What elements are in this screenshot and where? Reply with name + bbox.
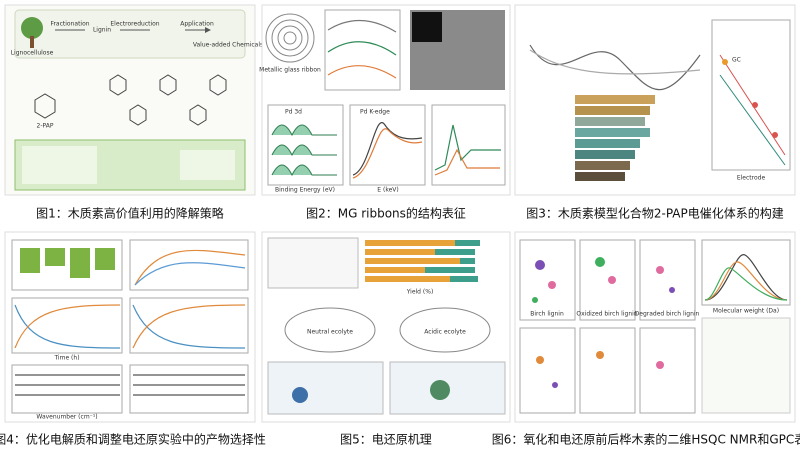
axes <box>11 297 123 354</box>
label: Yield (%) <box>406 289 434 296</box>
label: Degraded birch lignin <box>635 311 700 318</box>
label: E (keV) <box>377 187 398 194</box>
label: 2-PAP <box>37 123 54 130</box>
caption: 图1：木质素高价值利用的降解策略 <box>36 206 224 221</box>
figure-6: Birch lignin Oxidized birch lignin Degra… <box>492 231 800 447</box>
bar <box>70 248 90 278</box>
structures <box>701 317 791 414</box>
trend <box>719 74 786 166</box>
figure-5: Yield (%) Neutral ecolyte Acidic ecolyte… <box>261 231 511 447</box>
axes <box>129 297 249 354</box>
curve <box>132 304 246 349</box>
axes <box>129 239 249 291</box>
point <box>772 132 778 138</box>
ribbon-coil <box>265 13 315 63</box>
curve <box>327 65 397 79</box>
label: Pd 3d <box>285 109 302 116</box>
label: Lignin <box>93 27 111 34</box>
bar <box>20 248 40 273</box>
nmr-panel <box>519 239 576 321</box>
product <box>180 150 235 180</box>
curve <box>327 19 397 33</box>
energy-curve <box>529 49 701 75</box>
bar <box>95 248 115 270</box>
nmr-panel <box>519 327 576 414</box>
label: Binding Energy (eV) <box>275 187 335 194</box>
figure-2: Metallic glass ribbon Pd 3d Binding Ener… <box>259 4 511 221</box>
label: Wavenumber (cm⁻¹) <box>36 414 97 421</box>
energy-curve <box>529 44 701 90</box>
figure-4: Time (h) Wavenumber (cm⁻¹) 图4：优化电解质和调整电还… <box>0 231 266 447</box>
curve <box>327 41 397 56</box>
curve <box>434 124 501 171</box>
gpc-curve <box>704 261 788 301</box>
simulation <box>267 361 384 415</box>
axes <box>711 19 791 171</box>
nmr-blobs <box>532 257 675 303</box>
diffraction <box>412 12 442 42</box>
curve <box>352 128 423 179</box>
label: Value-added Chemicals <box>193 42 263 49</box>
label: Neutral ecolyte <box>307 329 353 336</box>
label: Pd K-edge <box>360 109 390 116</box>
point <box>722 59 728 65</box>
surface <box>430 380 450 400</box>
figure-1: Lignocellulose Fractionation Lignin Elec… <box>4 4 263 221</box>
label: Acidic ecolyte <box>424 329 466 336</box>
molecules <box>34 74 227 126</box>
axes <box>11 364 123 414</box>
box <box>14 9 246 59</box>
spectra <box>133 374 245 396</box>
bar-chart <box>365 240 480 282</box>
curve <box>14 304 121 349</box>
bar <box>45 248 65 266</box>
label: Lignocellulose <box>11 50 54 57</box>
axes <box>431 104 506 186</box>
tree <box>21 17 43 39</box>
label: Oxidized birch lignin <box>576 311 637 318</box>
curve <box>434 148 500 176</box>
axes <box>129 364 249 414</box>
nmr-blobs <box>536 351 664 388</box>
figure-3: GC Electrode 图3：木质素模型化合物2-PAP电催化体系的构建 <box>514 4 796 221</box>
caption: 图2：MG ribbons的结构表征 <box>306 206 466 221</box>
spectra <box>15 374 120 396</box>
curve <box>132 304 246 349</box>
label: Molecular weight (Da) <box>713 308 779 315</box>
axes <box>349 104 426 186</box>
nmr-panel <box>579 239 636 321</box>
curve <box>134 262 246 286</box>
nmr-panel <box>639 327 696 414</box>
surface <box>292 387 308 403</box>
label: Time (h) <box>53 355 79 362</box>
gpc-curve <box>704 267 788 301</box>
caption: 图3：木质素模型化合物2-PAP电催化体系的构建 <box>526 206 784 221</box>
nmr-panel <box>579 327 636 414</box>
caption: 图4：优化电解质和调整电还原实验中的产物选择性 <box>0 432 266 447</box>
trunk <box>30 36 34 48</box>
label: Metallic glass ribbon <box>259 67 321 74</box>
label: Electrode <box>737 175 766 182</box>
xps-peaks <box>271 124 337 177</box>
gpc-curve <box>704 254 788 301</box>
point <box>752 102 758 108</box>
curve <box>134 249 246 286</box>
label: Birch lignin <box>530 311 564 318</box>
bar-stack <box>575 95 655 181</box>
curve <box>352 122 423 176</box>
caption: 图6：氧化和电还原前后桦木素的二维HSQC NMR和GPC表征 <box>492 432 800 447</box>
caption: 图5：电还原机理 <box>340 433 432 447</box>
list <box>22 146 97 184</box>
curve <box>14 304 121 349</box>
label: Electroreduction <box>110 21 159 28</box>
label: GC <box>732 57 741 64</box>
nmr-panel <box>639 239 696 321</box>
table <box>267 237 359 289</box>
mechanism-cycle <box>284 307 491 353</box>
label: Application <box>180 21 214 28</box>
label: Fractionation <box>50 21 89 28</box>
